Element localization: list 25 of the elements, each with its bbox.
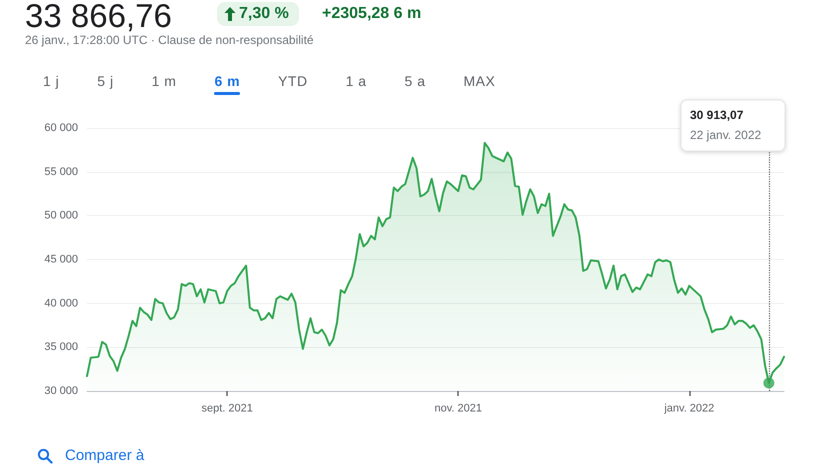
y-tick-label: 60 000 xyxy=(44,122,78,134)
text: 5 a xyxy=(404,73,426,89)
annotation: 22 janv. 2022 xyxy=(690,128,762,142)
text: 5 j xyxy=(97,73,114,89)
chart-title: 33 866,76 xyxy=(25,0,172,34)
y-tick-label: 30 000 xyxy=(44,385,78,397)
y-tick-label: 55 000 xyxy=(44,166,78,178)
text: YTD xyxy=(278,73,308,89)
chart-subtitle: 26 janv., 17:28:00 UTC · Clause de non-responsabilité xyxy=(25,33,314,47)
change-badge: 7,30 % xyxy=(217,2,299,26)
text: 1 j xyxy=(43,73,60,89)
text: +2305,28 6 m xyxy=(322,5,422,23)
x-tick-label: janv. 2022 xyxy=(663,402,714,414)
text: 1 m xyxy=(152,73,176,89)
y-tick-label: 35 000 xyxy=(44,341,78,354)
text: 30 913,07 xyxy=(690,108,744,122)
text: 6 m xyxy=(214,73,240,89)
y-tick-label: 45 000 xyxy=(44,254,78,266)
text: MAX xyxy=(464,73,496,89)
text: 1 a xyxy=(346,73,367,89)
x-tick-label: nov. 2021 xyxy=(434,402,482,414)
text: Comparer à xyxy=(65,447,144,464)
y-tick-label: 50 000 xyxy=(44,210,78,222)
y-tick-label: 40 000 xyxy=(44,297,78,310)
x-tick-label: sept. 2021 xyxy=(201,402,253,414)
